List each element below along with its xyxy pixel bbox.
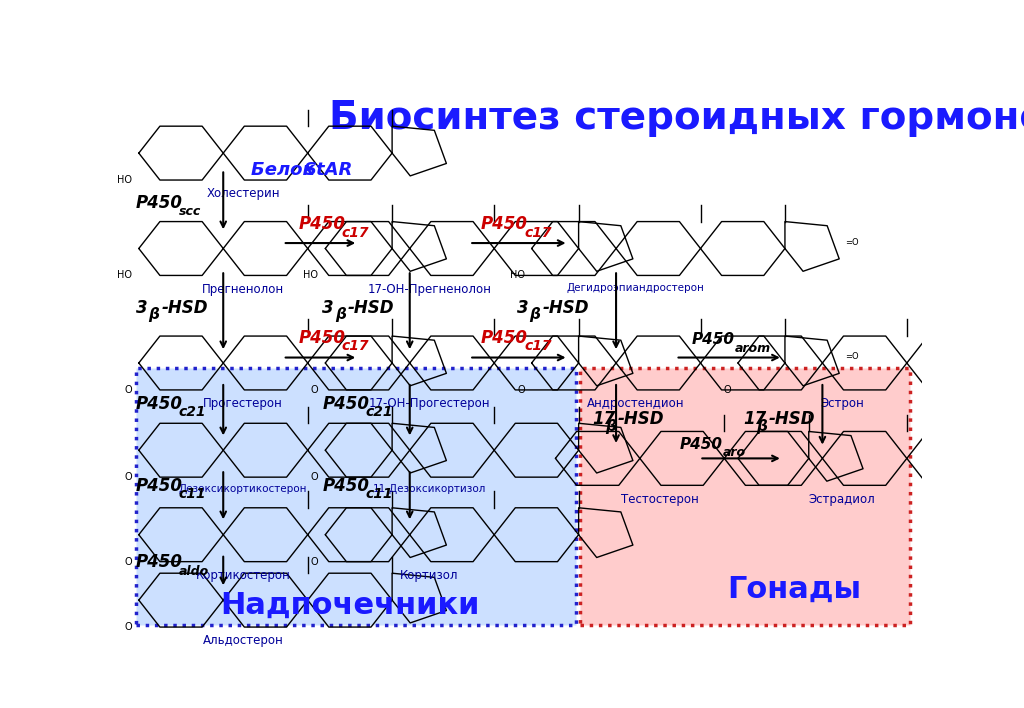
- Text: aldo: aldo: [179, 564, 209, 578]
- Text: 17-ОН-Прегненолон: 17-ОН-Прегненолон: [368, 282, 492, 296]
- Text: β: β: [756, 418, 767, 433]
- Text: P450: P450: [136, 554, 183, 571]
- Text: Эстрон: Эстрон: [820, 397, 864, 410]
- Text: O: O: [310, 472, 318, 482]
- Text: Кортизол: Кортизол: [400, 569, 459, 582]
- Text: 3: 3: [517, 299, 528, 317]
- Text: 11-Дезоксикортизол: 11-Дезоксикортизол: [373, 484, 486, 494]
- Text: Дегидроэпиандростерон: Дегидроэпиандростерон: [567, 282, 705, 292]
- Text: -HSD: -HSD: [348, 299, 394, 317]
- Text: 3: 3: [323, 299, 334, 317]
- Text: c17: c17: [524, 339, 552, 353]
- Text: Прогестерон: Прогестерон: [203, 397, 283, 410]
- Text: P450: P450: [691, 333, 734, 348]
- Text: -HSD: -HSD: [162, 299, 208, 317]
- Text: O: O: [723, 385, 731, 395]
- Text: P450: P450: [323, 476, 370, 495]
- Text: Гонады: Гонады: [728, 575, 861, 604]
- Text: β: β: [605, 418, 615, 433]
- Text: c11: c11: [179, 486, 206, 501]
- Text: StAR: StAR: [304, 161, 353, 179]
- Text: Надпочечники: Надпочечники: [220, 591, 480, 620]
- FancyBboxPatch shape: [136, 368, 577, 624]
- Text: P450: P450: [481, 215, 528, 234]
- Text: Тестостерон: Тестостерон: [621, 493, 698, 506]
- Text: β: β: [529, 307, 541, 322]
- Text: scc: scc: [179, 205, 201, 217]
- Text: 3: 3: [136, 299, 147, 317]
- Text: P450: P450: [136, 476, 183, 495]
- Text: HO: HO: [510, 270, 524, 280]
- Text: β: β: [148, 307, 160, 322]
- Text: c17: c17: [524, 226, 552, 239]
- Text: =O: =O: [845, 353, 859, 361]
- Text: arom: arom: [734, 341, 770, 355]
- Text: 17: 17: [592, 410, 615, 428]
- Text: Андростендион: Андростендион: [587, 397, 685, 410]
- Text: Биосинтез стероидных гормонов: Биосинтез стероидных гормонов: [329, 98, 1024, 137]
- Text: O: O: [124, 556, 132, 566]
- Text: O: O: [310, 556, 318, 566]
- Text: O: O: [310, 385, 318, 395]
- Text: -HSD: -HSD: [543, 299, 589, 317]
- Text: O: O: [124, 385, 132, 395]
- Text: HO: HO: [303, 270, 318, 280]
- Text: Прегненолон: Прегненолон: [202, 282, 284, 296]
- Text: O: O: [124, 472, 132, 482]
- Text: P450: P450: [299, 215, 346, 234]
- Text: Эстрадиол: Эстрадиол: [809, 493, 876, 506]
- Text: 17: 17: [743, 410, 766, 428]
- Text: P450: P450: [136, 395, 183, 413]
- Text: Кортикостерон: Кортикостерон: [196, 569, 291, 582]
- Text: P450: P450: [299, 329, 346, 347]
- Text: aro: aro: [722, 445, 745, 459]
- Text: O: O: [124, 622, 132, 632]
- Text: P450: P450: [323, 395, 370, 413]
- Text: c21: c21: [179, 406, 206, 419]
- Text: 17-ОН-Прогестерон: 17-ОН-Прогестерон: [369, 397, 490, 410]
- FancyBboxPatch shape: [581, 368, 909, 624]
- Text: β: β: [335, 307, 346, 322]
- Text: =O: =O: [845, 238, 859, 247]
- Text: P450: P450: [680, 437, 723, 452]
- Text: P450: P450: [481, 329, 528, 347]
- Text: O: O: [517, 385, 524, 395]
- Text: c17: c17: [341, 226, 369, 239]
- Text: Дезоксикортикостерон: Дезоксикортикостерон: [179, 484, 307, 494]
- Text: HO: HO: [117, 270, 132, 280]
- Text: P450: P450: [136, 193, 183, 212]
- Text: Альдостерон: Альдостерон: [203, 634, 284, 647]
- Text: Холестерин: Холестерин: [206, 188, 280, 200]
- Text: c17: c17: [341, 339, 369, 353]
- Text: c21: c21: [366, 406, 393, 419]
- Text: -HSD: -HSD: [617, 410, 665, 428]
- Text: -HSD: -HSD: [768, 410, 815, 428]
- Text: HO: HO: [117, 175, 132, 185]
- Text: Белок: Белок: [251, 161, 321, 179]
- Text: c11: c11: [366, 486, 393, 501]
